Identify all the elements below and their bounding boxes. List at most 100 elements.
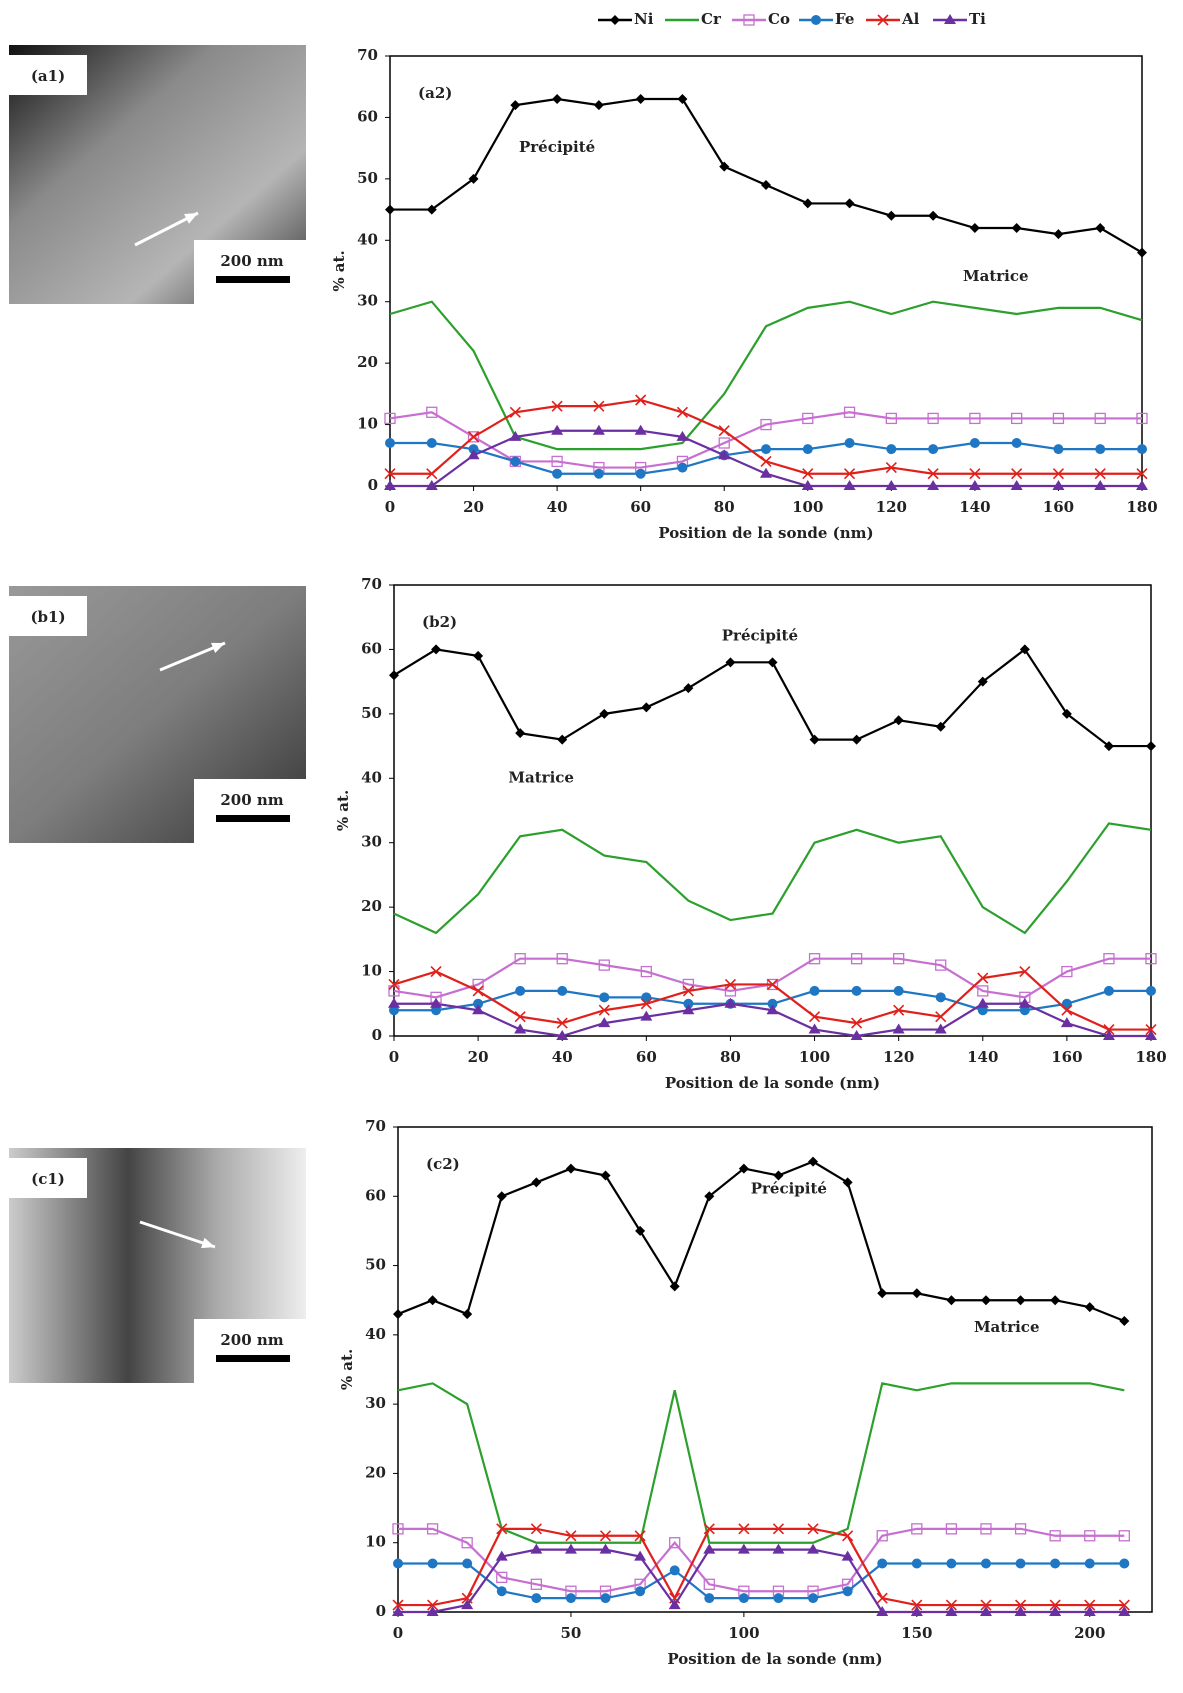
marker xyxy=(1015,1558,1026,1569)
y-tick-label: 30 xyxy=(361,833,382,851)
marker xyxy=(426,468,438,480)
x-tick-label: 80 xyxy=(714,498,735,516)
marker xyxy=(1137,247,1147,258)
marker xyxy=(893,715,904,726)
marker xyxy=(510,100,521,111)
x-tick-label: 140 xyxy=(967,1048,998,1066)
marker xyxy=(977,676,988,687)
marker xyxy=(1084,1302,1095,1313)
y-tick-label: 0 xyxy=(372,1026,382,1044)
marker xyxy=(1095,444,1106,455)
marker xyxy=(945,1523,958,1535)
marker xyxy=(1052,468,1065,480)
marker xyxy=(1103,741,1114,752)
marker xyxy=(850,953,863,965)
marker xyxy=(944,14,956,24)
marker xyxy=(760,467,772,478)
y-axis-label: % at. xyxy=(338,1349,356,1390)
x-tick-label: 100 xyxy=(799,1048,830,1066)
marker xyxy=(1061,998,1072,1009)
x-tick-label: 60 xyxy=(636,1048,657,1066)
marker xyxy=(1095,223,1106,233)
image-label: (c1) xyxy=(31,1170,65,1188)
marker xyxy=(426,204,437,215)
marker xyxy=(385,438,395,448)
y-tick-label: 0 xyxy=(368,476,378,494)
marker xyxy=(496,1523,508,1535)
marker xyxy=(462,1558,473,1569)
label-box xyxy=(9,55,87,95)
marker xyxy=(393,1309,403,1320)
x-tick-label: 200 xyxy=(1074,1624,1105,1642)
marker xyxy=(772,1543,785,1554)
marker xyxy=(843,468,856,480)
marker xyxy=(1015,1295,1026,1306)
x-tick-label: 80 xyxy=(720,1048,741,1066)
y-tick-label: 10 xyxy=(361,962,382,980)
marker xyxy=(473,650,484,661)
marker xyxy=(703,1578,715,1590)
marker xyxy=(565,1163,576,1174)
y-tick-label: 10 xyxy=(357,415,378,433)
marker xyxy=(807,1543,820,1554)
marker xyxy=(1011,223,1022,233)
marker xyxy=(392,1599,404,1611)
marker xyxy=(935,992,946,1003)
marker xyxy=(640,1010,653,1021)
marker xyxy=(635,1225,646,1236)
marker xyxy=(496,1191,507,1202)
marker xyxy=(461,1537,473,1549)
marker xyxy=(772,1523,785,1535)
marker xyxy=(1137,444,1147,455)
marker xyxy=(980,1599,992,1611)
marker xyxy=(802,468,814,480)
series-line xyxy=(393,957,1151,999)
legend-label: Co xyxy=(768,10,790,28)
marker xyxy=(761,444,771,455)
marker xyxy=(761,180,771,190)
marker xyxy=(1061,1004,1073,1016)
marker xyxy=(718,425,730,437)
marker xyxy=(509,430,522,441)
marker xyxy=(893,985,904,996)
marker xyxy=(1145,953,1157,965)
marker xyxy=(1118,1530,1130,1542)
marker xyxy=(801,480,814,490)
marker xyxy=(738,1523,750,1535)
marker xyxy=(467,431,480,443)
label-box xyxy=(9,1158,87,1198)
marker xyxy=(724,997,737,1008)
y-tick-label: 50 xyxy=(361,704,382,722)
marker xyxy=(592,424,605,435)
marker xyxy=(1136,480,1148,490)
marker xyxy=(564,1543,577,1554)
marker xyxy=(1011,468,1023,480)
y-tick-label: 20 xyxy=(357,353,378,371)
marker xyxy=(1061,965,1073,978)
series-line xyxy=(397,1382,1125,1544)
y-tick-label: 20 xyxy=(361,897,382,915)
marker xyxy=(388,985,400,997)
y-axis-label: % at. xyxy=(334,790,352,831)
marker xyxy=(743,14,755,26)
marker xyxy=(676,406,689,418)
marker xyxy=(551,455,563,468)
marker xyxy=(980,1558,991,1569)
marker xyxy=(599,1543,612,1554)
marker xyxy=(1019,644,1030,655)
marker xyxy=(980,1523,992,1535)
scale-box xyxy=(194,240,306,304)
marker xyxy=(1018,997,1031,1008)
marker xyxy=(760,418,772,431)
marker xyxy=(389,670,399,681)
marker xyxy=(1145,1023,1157,1036)
chart: 0 10 20 30 40 50 60 70 0 20 40 60 80 100 120 140 160 180 P… xyxy=(330,46,1158,542)
marker xyxy=(610,15,620,25)
legend-label: Cr xyxy=(701,10,722,28)
marker xyxy=(885,412,897,425)
label-box xyxy=(9,596,87,636)
marker xyxy=(1103,953,1115,965)
marker xyxy=(510,456,521,467)
y-axis-label: % at. xyxy=(330,250,348,291)
